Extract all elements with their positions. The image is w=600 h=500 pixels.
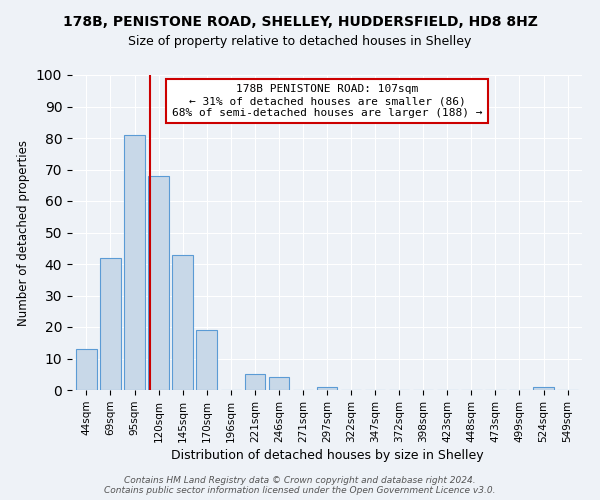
Text: Contains HM Land Registry data © Crown copyright and database right 2024.
Contai: Contains HM Land Registry data © Crown c… [104,476,496,495]
Bar [148,176,169,390]
Bar [124,135,145,390]
Bar [317,387,337,390]
Y-axis label: Number of detached properties: Number of detached properties [17,140,31,326]
Bar [245,374,265,390]
Text: 178B PENISTONE ROAD: 107sqm
← 31% of detached houses are smaller (86)
68% of sem: 178B PENISTONE ROAD: 107sqm ← 31% of det… [172,84,482,117]
Bar [100,258,121,390]
Text: Size of property relative to detached houses in Shelley: Size of property relative to detached ho… [128,35,472,48]
Bar [196,330,217,390]
Bar [269,378,289,390]
X-axis label: Distribution of detached houses by size in Shelley: Distribution of detached houses by size … [170,449,484,462]
Bar [76,349,97,390]
Bar [533,387,554,390]
Text: 178B, PENISTONE ROAD, SHELLEY, HUDDERSFIELD, HD8 8HZ: 178B, PENISTONE ROAD, SHELLEY, HUDDERSFI… [62,15,538,29]
Bar [172,254,193,390]
